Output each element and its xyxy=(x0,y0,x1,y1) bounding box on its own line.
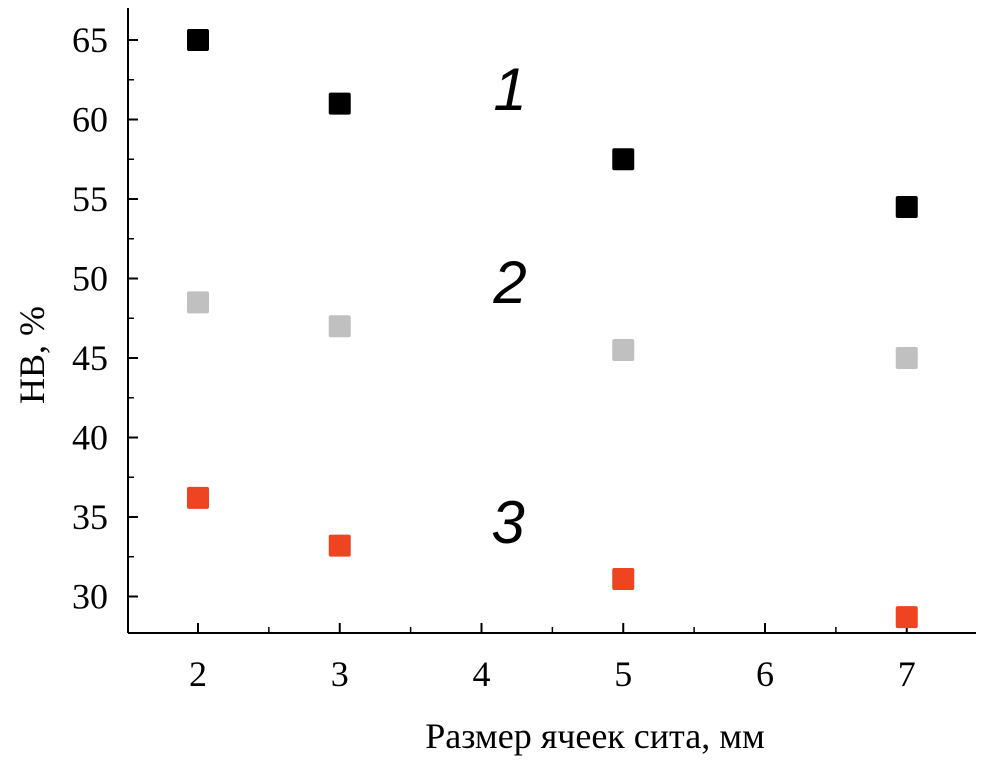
x-tick-label: 6 xyxy=(756,654,774,694)
y-axis-title: HB, % xyxy=(12,306,52,404)
series-2-point xyxy=(187,291,209,314)
y-tick-label: 45 xyxy=(72,338,108,378)
x-tick-label: 2 xyxy=(189,654,207,694)
series-3-point xyxy=(612,568,635,591)
series-2-point xyxy=(328,315,351,338)
series-3-point xyxy=(328,534,351,557)
series-1-point xyxy=(187,29,209,51)
y-tick-label: 35 xyxy=(72,497,108,537)
x-tick-label: 5 xyxy=(614,654,632,694)
x-tick-label: 7 xyxy=(898,654,916,694)
series-1-point xyxy=(328,92,351,115)
series-labels: 1 2 3 xyxy=(491,56,526,556)
series-label-1: 1 xyxy=(493,56,526,123)
y-tick-label: 40 xyxy=(72,418,108,458)
x-tick-label: 3 xyxy=(331,654,349,694)
series-2-point xyxy=(895,347,918,369)
series-label-3: 3 xyxy=(491,489,524,556)
series-label-2: 2 xyxy=(492,249,526,316)
series-1-point xyxy=(895,195,918,218)
y-tick-label: 65 xyxy=(72,20,108,60)
data-points xyxy=(187,29,918,629)
axes xyxy=(127,8,976,634)
series-3-point xyxy=(187,486,209,509)
x-tick-label: 4 xyxy=(473,654,491,694)
series-3-point xyxy=(895,606,918,629)
y-tick-label: 55 xyxy=(72,179,108,219)
y-tick-label: 30 xyxy=(72,577,108,617)
y-tick-label: 50 xyxy=(72,259,108,299)
series-2-point xyxy=(612,339,635,362)
y-tick-label: 60 xyxy=(72,100,108,140)
x-axis-title: Размер ячеек сита, мм xyxy=(425,716,765,756)
series-1-point xyxy=(612,148,635,171)
